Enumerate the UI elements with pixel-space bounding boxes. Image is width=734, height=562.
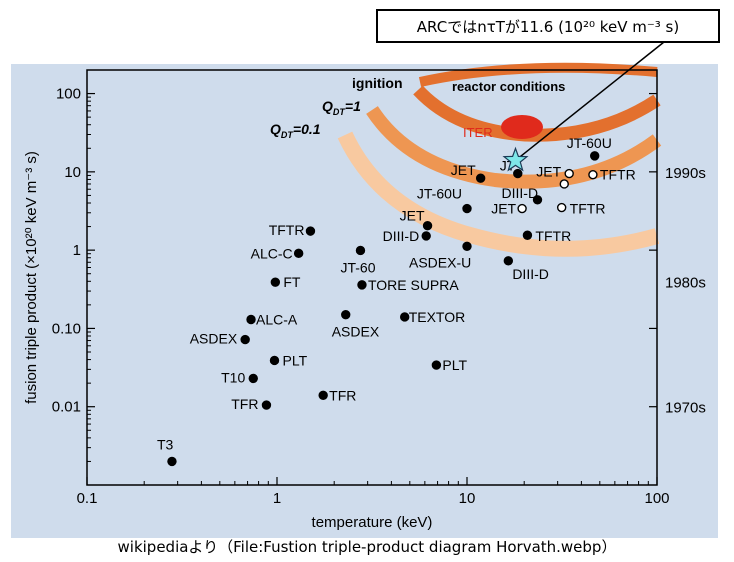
point-label: JET [536,164,561,180]
arc-star-marker [502,146,529,172]
x-tick-label: 100 [644,490,669,507]
callout-pointer [515,41,665,161]
data-point [513,168,523,179]
point-label: ASDEX [190,331,238,347]
data-point [293,248,304,259]
y-tick-label: 1 [73,242,81,259]
point-label: T10 [221,369,245,385]
data-point [556,202,567,213]
point-label: ASDEX-U [409,254,471,270]
point-label: TFTR [535,228,571,244]
point-label: T3 [157,436,174,452]
decade-label: 1970s [665,400,706,417]
data-point [503,256,514,266]
data-point [269,355,280,366]
iter-region [501,115,543,139]
data-point [422,221,433,231]
qdt-0.1-band [337,131,660,257]
data-point [532,195,543,205]
x-axis-label: temperature (keV) [312,514,433,531]
data-point [355,245,366,256]
x-tick-label: 1 [273,490,281,507]
point-label: PLT [282,352,307,368]
data-point [522,230,533,240]
data-point [421,231,431,241]
point-label: TFTR [600,167,636,183]
y-tick-label: 0.10 [52,320,81,337]
point-label: TFTR [269,222,305,238]
data-point [589,151,600,161]
qdt-0.1-label: QDT=0.1 [270,121,321,140]
qdt-1-band [366,106,662,189]
data-point [167,456,177,467]
data-point [399,312,410,322]
point-label: JET [491,201,516,217]
reactor-conditions-label: reactor conditions [452,79,565,94]
callout-text: ARCではnτTが11.6 (10²⁰ keV m⁻³ s) [417,18,679,36]
point-label: DIII-D [512,266,549,282]
data-point [462,241,472,251]
point-label: DIII-D [502,185,539,201]
data-point [357,280,367,290]
point-label: ALC-A [256,312,298,328]
chart-background-panel [11,64,718,538]
data-point [431,360,442,370]
ignition-label: ignition [352,75,403,91]
point-label: JT-60 [340,259,375,275]
point-label: ALC-C [251,245,293,261]
x-tick-label: 0.1 [77,490,98,507]
point-label: DIII-D [383,228,420,244]
point-label: JT-60U [567,135,612,151]
y-tick-label: 0.01 [52,399,81,416]
data-point [240,334,250,345]
figure-caption: wikipediaより（File:Fustion triple-product … [117,538,617,556]
point-label: JT-60U [417,186,462,202]
y-tick-label: 100 [56,86,81,103]
data-point [564,168,574,179]
point-label: TFR [329,387,356,403]
point-label: ASDEX [332,324,380,340]
point-label: PLT [442,357,467,373]
data-point [517,203,527,214]
data-point [270,277,281,287]
x-tick-label: 10 [459,490,476,507]
point-label: TORE SUPRA [368,277,459,293]
point-label: TEXTOR [409,309,466,325]
data-point [246,314,256,325]
data-point [588,169,598,180]
data-point [318,390,328,400]
point-label: TFTR [570,201,606,217]
data-point [341,309,351,320]
data-point [462,203,472,214]
data-point [261,400,272,410]
plot-frame [86,69,658,486]
y-tick-label: 10 [64,164,81,181]
decade-label: 1980s [665,274,706,291]
qdt-1-label: QDT=1 [322,98,361,117]
data-point [305,226,316,236]
decade-label: 1990s [665,165,706,182]
point-label: JET [451,162,476,178]
y-axis-label: fusion triple product (×10²⁰ keV m⁻³ s) [23,151,40,404]
data-point [475,173,486,183]
point-label: JET [400,208,425,224]
data-point [559,179,569,189]
data-point [248,373,258,384]
callout-box [376,9,720,43]
point-label: TFR [231,396,258,412]
iter-label: ITER [463,125,493,140]
point-label: FT [283,274,301,290]
